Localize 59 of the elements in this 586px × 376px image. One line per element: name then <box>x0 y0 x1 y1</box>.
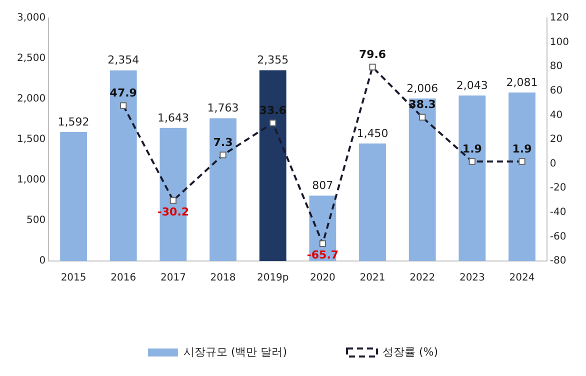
data-label: 47.9 <box>110 86 137 100</box>
y-tick-label: 3,000 <box>16 12 46 24</box>
x-tick-label: 2023 <box>459 272 485 284</box>
y2-tick-label: -20 <box>550 182 566 194</box>
y-tick-label: 0 <box>39 256 46 267</box>
x-tick-label: 2015 <box>60 272 86 284</box>
x-tick-label: 2024 <box>509 272 535 284</box>
x-tick-label: 2018 <box>210 272 236 284</box>
x-tick-label: 2016 <box>110 272 136 284</box>
y-tick-label: 500 <box>26 215 46 226</box>
y2-tick-label: 0 <box>550 158 556 170</box>
data-label: 1,450 <box>356 126 388 140</box>
legend-label: 시장규모 (백만 달러) <box>183 345 288 358</box>
bar <box>110 70 137 261</box>
data-label: 2,354 <box>108 54 140 67</box>
y2-tick-label: 60 <box>550 85 563 96</box>
data-label: -30.2 <box>157 205 190 218</box>
bar <box>359 144 386 261</box>
y2-tick-label: -60 <box>550 231 566 242</box>
x-tick-label: 2022 <box>410 272 436 284</box>
x-tick-label: 2021 <box>360 272 386 284</box>
legend-label: 성장률 (%) <box>382 345 438 358</box>
y-tick-label: 1,000 <box>16 174 46 186</box>
y-tick-label: 2,500 <box>16 53 46 64</box>
bar <box>60 132 87 261</box>
data-label: 1,763 <box>207 102 239 115</box>
y2-tick-label: -40 <box>550 206 566 218</box>
bar <box>210 118 236 261</box>
bar <box>160 128 187 261</box>
x-tick-label: 2019p <box>256 272 289 284</box>
bar <box>259 70 286 261</box>
bar <box>309 196 336 261</box>
data-label: 33.6 <box>259 104 287 117</box>
data-label: 2,355 <box>257 54 289 67</box>
bar <box>408 98 436 261</box>
bar <box>508 92 536 261</box>
data-label: 1,643 <box>157 111 189 124</box>
data-label: 807 <box>312 178 334 192</box>
y2-tick-label: 100 <box>550 36 570 48</box>
y2-tick-label: 80 <box>550 61 563 72</box>
y2-tick-label: 20 <box>550 134 563 146</box>
data-label: -65.7 <box>306 248 339 262</box>
y-tick-label: 2,000 <box>16 94 46 105</box>
y2-tick-label: 40 <box>550 110 563 121</box>
x-tick-label: 2020 <box>310 272 336 284</box>
x-tick-label: 2017 <box>160 272 186 284</box>
data-label: 7.3 <box>213 136 233 149</box>
bar <box>458 96 486 261</box>
data-label: 79.6 <box>358 48 386 61</box>
data-label: 38.3 <box>408 98 436 112</box>
y-tick-label: 1,500 <box>16 134 46 146</box>
data-label: 1.9 <box>512 142 532 156</box>
data-label: 2,081 <box>506 76 538 89</box>
y2-tick-label: -80 <box>550 256 566 267</box>
data-label: 2,043 <box>456 78 488 92</box>
y2-tick-label: 120 <box>550 12 570 24</box>
data-label: 1,592 <box>58 115 90 128</box>
data-label: 2,006 <box>406 82 438 95</box>
data-label: 1.9 <box>462 142 482 156</box>
